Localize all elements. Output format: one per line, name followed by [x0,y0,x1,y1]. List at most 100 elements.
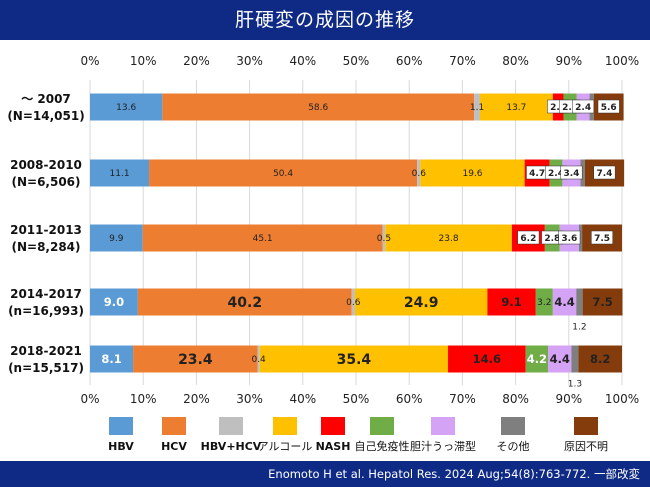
segment-value-label: 24.9 [404,295,439,311]
legend-label: HBV+HCV [201,440,262,453]
x-tick-label-bottom: 50% [343,392,370,406]
value-label-box [591,230,613,245]
segment-value-label: 9.9 [109,234,124,244]
legend-label: 原因不明 [564,440,608,453]
value-label-box [572,99,595,114]
x-tick-label-top: 20% [183,54,210,68]
x-tick-label-bottom: 10% [130,392,157,406]
citation-note: 一部改変 [594,467,640,481]
segment-value-label: 45.1 [253,234,273,244]
legend-label: アルコール [258,440,313,453]
category-n-label: (N=14,051) [7,109,84,123]
legend-label: NASH [316,440,351,453]
segment-value-label: 9.0 [104,295,124,309]
bar-segment [479,93,553,121]
segment-value-labels: 13.6 58.6 1.1 13.7 2.02.52.4 5.611.1 50.4 0.6 19… [101,99,620,390]
value-label-box [593,165,616,180]
bar-segment [162,93,475,121]
segment-value-label: 4.7 [529,169,545,179]
x-tick-label-top: 60% [396,54,423,68]
bar-segment [420,159,525,187]
segment-value-label: 0.5 [377,234,391,244]
legend-label: HCV [161,440,187,453]
value-label-box [597,99,620,114]
bar-segment [580,159,585,187]
bar-segment [448,345,526,373]
segment-value-label: 58.6 [308,103,328,113]
bar-segment [137,288,352,316]
legend-swatch [501,417,525,435]
segment-value-label: 1.1 [470,103,484,113]
category-period-label: 2014-2017 [10,287,82,301]
segment-value-label: 2.4 [575,103,591,113]
category-n-label: (n=15,517) [8,361,84,375]
bar-segment [133,345,258,373]
segment-value-label: 13.6 [116,103,136,113]
segment-value-label: 2.5 [562,103,578,113]
bar-segment [474,93,480,121]
bar-segment [487,288,536,316]
segment-value-label: 3.6 [561,234,577,244]
x-tick-label-bottom: 70% [449,392,476,406]
segment-value-label: 3.2 [537,298,551,308]
x-tick-label-bottom: 100% [605,392,639,406]
x-tick-label-bottom: 40% [289,392,316,406]
bar-segment [417,159,421,187]
legend-swatch [219,417,243,435]
bar-segment [525,345,549,373]
category-n-label: (N=8,284) [11,240,80,254]
segment-value-label: 13.7 [506,103,526,113]
bar-segment [582,288,623,316]
bar-segment [90,288,138,316]
segment-value-label: 7.5 [592,295,612,309]
segment-value-label: 11.1 [110,169,130,179]
segment-value-label: 40.2 [228,295,263,311]
category-n-label: (N=6,506) [11,175,80,189]
bar-segment [354,288,488,316]
value-label-box [558,230,581,245]
bar-segment [535,288,553,316]
x-tick-label-top: 40% [289,54,316,68]
category-labels: ～ 2007 (N=14,051) 2008-2010 (N=6,506) 2011-2… [7,92,84,375]
value-label-box [517,230,540,245]
category-period-label: 2008-2010 [10,158,82,172]
segment-value-label: 14.6 [473,352,501,366]
category-period-label: 2018-2021 [10,344,82,358]
segment-value-label: 0.6 [346,298,361,308]
x-tick-label-bottom: 30% [236,392,263,406]
segment-value-label: 7.5 [594,234,610,244]
x-tick-label-top: 80% [502,54,529,68]
bar-segment [90,224,143,252]
x-tick-label-bottom: 90% [555,392,582,406]
citation-text: Enomoto H et al. Hepatol Res. 2024 Aug;5… [268,467,591,481]
slide-title: 肝硬変の成因の推移 [0,0,650,40]
legend-swatch [273,417,297,435]
category-n-label: (n=16,993) [8,304,84,318]
segment-value-label: 50.4 [273,169,293,179]
x-tick-label-bottom: 0% [80,392,99,406]
legend-swatch [574,417,598,435]
bar-segment [385,224,512,252]
x-tick-label-top: 30% [236,54,263,68]
bar-segment [142,224,383,252]
x-tick-label-top: 10% [130,54,157,68]
x-axis-top-ticks: 0% 10% 20% 30% 40% 50% 60% 70% 80% 90% 100% [80,54,639,68]
segment-value-label: 2.8 [544,234,560,244]
segment-value-label: 9.1 [501,295,521,309]
segment-value-label: 23.8 [439,234,459,244]
bar-segment [257,345,260,373]
x-tick-label-top: 90% [555,54,582,68]
bar-segment [548,345,572,373]
stacked-bar-chart: 0% 10% 20% 30% 40% 50% 60% 70% 80% 90% 100% 0% 10% 2… [7,54,639,453]
legend-label: その他 [497,440,530,453]
segment-value-label: 4.2 [527,352,547,366]
segment-value-label: 19.6 [462,169,482,179]
segment-value-label: 8.2 [590,352,610,366]
category-period-label: 2011-2013 [10,223,82,237]
legend-swatch [321,417,345,435]
bar-segment [578,224,583,252]
segment-value-label: 23.4 [178,352,213,368]
bar-segment [149,159,418,187]
x-tick-label-bottom: 80% [502,392,529,406]
